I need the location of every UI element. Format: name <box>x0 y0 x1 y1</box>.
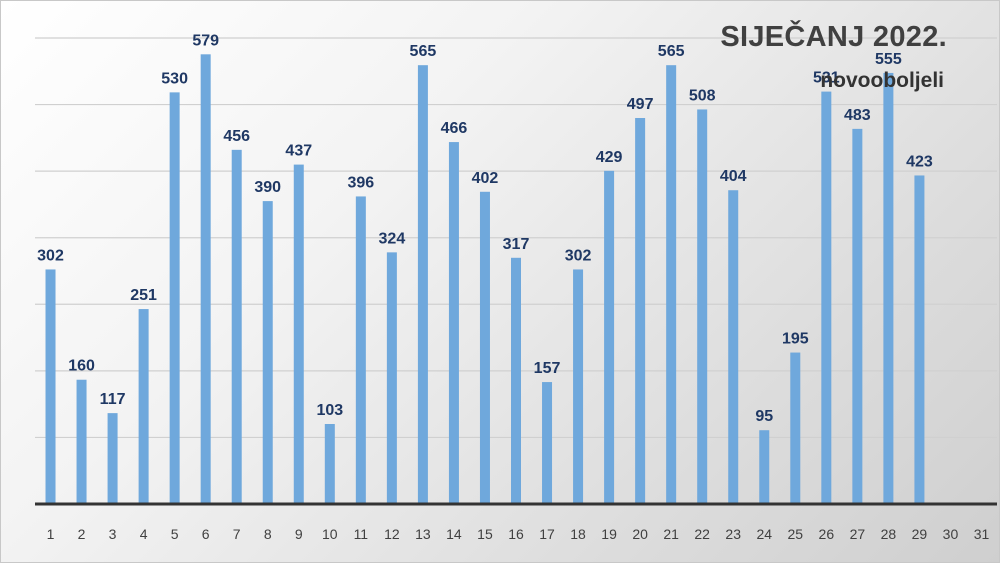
x-tick-label: 11 <box>354 526 369 542</box>
bar <box>76 379 87 504</box>
bar <box>448 142 459 504</box>
data-label: 565 <box>658 43 685 60</box>
bar <box>728 190 739 504</box>
bar <box>635 117 646 504</box>
bar <box>417 65 428 504</box>
data-label: 317 <box>503 236 530 253</box>
data-label: 302 <box>565 247 592 264</box>
x-tick-label: 4 <box>140 526 148 542</box>
data-label: 508 <box>689 87 716 104</box>
x-tick-label: 8 <box>264 526 272 542</box>
x-tick-label: 14 <box>446 526 462 542</box>
bar <box>573 269 584 504</box>
bar <box>479 191 490 504</box>
data-label: 157 <box>534 360 561 377</box>
x-tick-label: 13 <box>415 526 431 542</box>
data-label: 437 <box>285 143 312 160</box>
bar <box>200 54 211 505</box>
data-label: 531 <box>813 70 840 87</box>
x-tick-label: 23 <box>725 526 741 542</box>
data-label: 103 <box>316 402 343 419</box>
bar <box>542 382 553 504</box>
x-tick-label: 29 <box>912 526 928 542</box>
data-label: 497 <box>627 96 654 113</box>
x-tick-label: 26 <box>819 526 835 542</box>
data-label: 565 <box>410 43 437 60</box>
x-tick-label: 31 <box>974 526 990 542</box>
x-tick-label: 12 <box>384 526 400 542</box>
bar <box>697 109 708 504</box>
bar <box>386 252 397 504</box>
bar <box>511 257 521 504</box>
data-label: 429 <box>596 149 623 166</box>
bar <box>231 149 242 504</box>
bar <box>666 65 677 504</box>
data-label: 160 <box>68 358 95 375</box>
bar <box>169 92 180 504</box>
data-label: 95 <box>755 408 773 425</box>
data-label: 251 <box>130 287 157 304</box>
data-label: 579 <box>192 32 219 49</box>
x-tick-label: 24 <box>756 526 772 542</box>
bar <box>821 91 832 504</box>
x-tick-label: 18 <box>570 526 586 542</box>
data-label: 466 <box>441 120 468 137</box>
x-tick-label: 6 <box>202 526 210 542</box>
x-tick-label: 7 <box>233 526 241 542</box>
data-label: 195 <box>782 331 809 348</box>
bar <box>852 128 863 504</box>
data-label: 396 <box>347 174 374 191</box>
bar <box>790 352 801 504</box>
chart-title: SIJEČANJ 2022. <box>720 21 947 53</box>
x-tick-label: 9 <box>295 526 303 542</box>
x-tick-label: 19 <box>601 526 617 542</box>
bar <box>45 269 56 504</box>
bar <box>355 196 366 504</box>
bar <box>293 164 304 504</box>
bar <box>914 175 925 504</box>
data-label: 117 <box>100 391 126 408</box>
x-tick-label: 25 <box>788 526 804 542</box>
data-label: 402 <box>472 170 499 187</box>
x-tick-label: 17 <box>539 526 555 542</box>
x-tick-label: 27 <box>850 526 866 542</box>
bar <box>759 430 770 504</box>
x-tick-label: 1 <box>47 526 55 542</box>
bar <box>324 424 335 504</box>
bar <box>883 72 894 504</box>
x-tick-label: 21 <box>663 526 679 542</box>
data-label: 483 <box>844 107 871 124</box>
x-tick-label: 2 <box>78 526 86 542</box>
data-label: 302 <box>37 247 64 264</box>
x-tick-label: 30 <box>943 526 959 542</box>
x-tick-label: 20 <box>632 526 648 542</box>
data-label: 390 <box>254 179 281 196</box>
x-tick-label: 28 <box>881 526 897 542</box>
x-tick-label: 5 <box>171 526 179 542</box>
bar <box>604 170 615 504</box>
data-label: 456 <box>223 128 250 145</box>
x-tick-label: 16 <box>508 526 524 542</box>
data-label: 530 <box>161 70 188 87</box>
data-label: 555 <box>875 51 902 68</box>
chart-subtitle: novooboljeli <box>820 69 944 92</box>
x-tick-label: 15 <box>477 526 493 542</box>
x-tick-label: 22 <box>694 526 710 542</box>
bar <box>138 309 149 504</box>
data-label: 324 <box>379 230 406 247</box>
data-label: 423 <box>906 153 933 170</box>
bar <box>107 413 118 504</box>
x-tick-label: 10 <box>322 526 338 542</box>
data-label: 404 <box>720 168 747 185</box>
x-tick-label: 3 <box>109 526 117 542</box>
bar <box>262 201 273 504</box>
